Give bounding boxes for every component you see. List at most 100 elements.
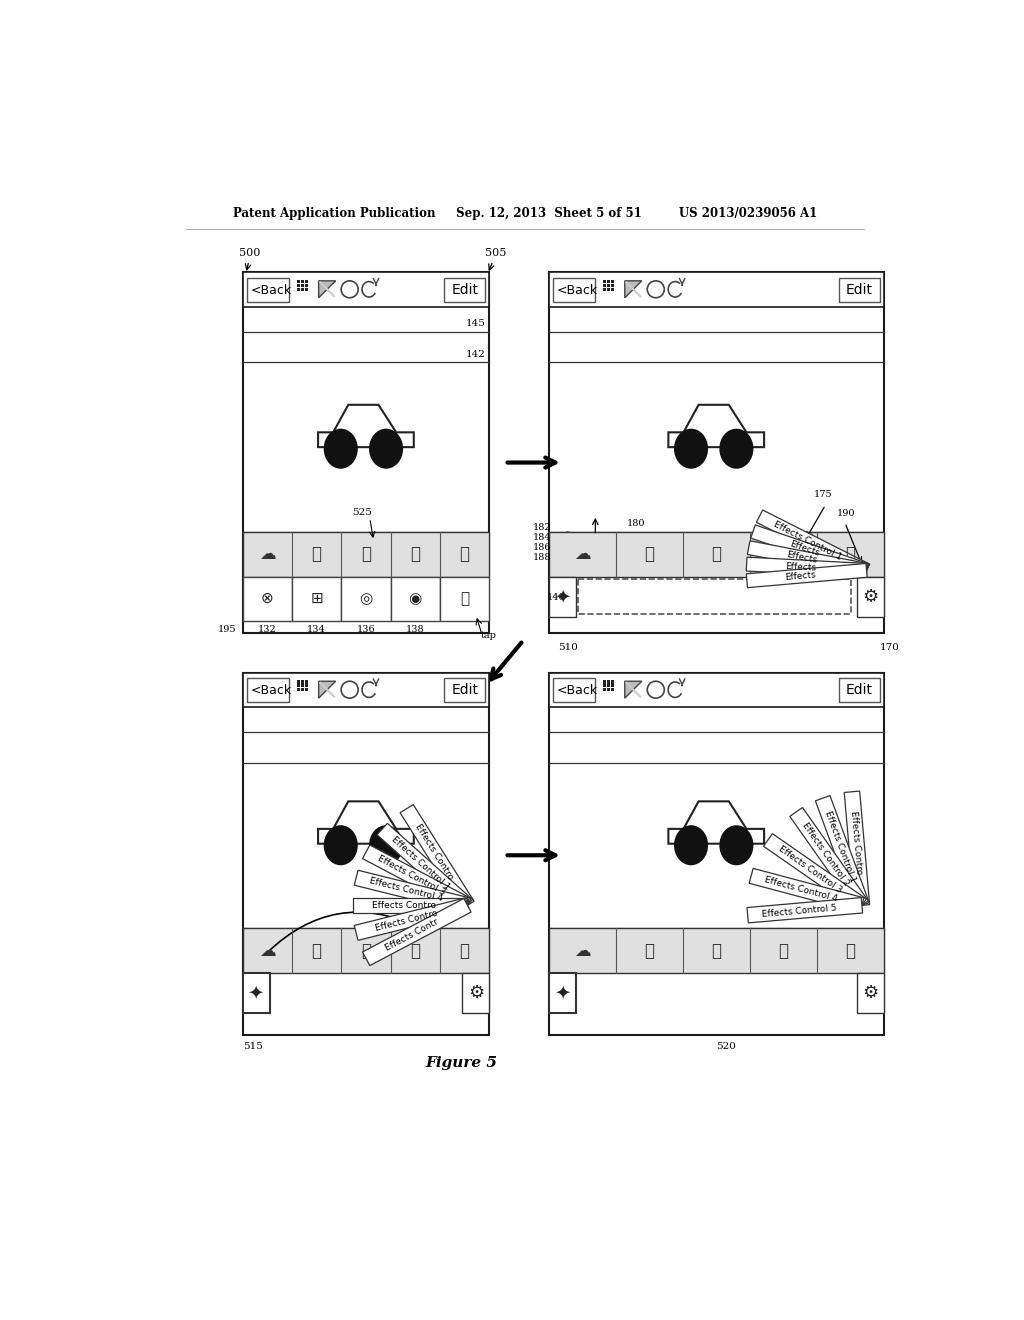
Bar	[243, 973, 270, 1014]
Polygon shape	[790, 808, 868, 909]
Polygon shape	[751, 525, 868, 577]
Polygon shape	[750, 869, 864, 912]
Text: 140: 140	[547, 593, 566, 602]
Ellipse shape	[719, 825, 754, 866]
Bar	[611, 280, 614, 284]
Text: Effects: Effects	[785, 550, 818, 565]
Text: 132: 132	[258, 624, 276, 634]
Bar	[444, 678, 485, 702]
Bar	[292, 577, 341, 622]
Text: Effects Control 4: Effects Control 4	[369, 876, 443, 904]
Text: 🚗: 🚗	[460, 545, 470, 564]
Bar	[297, 684, 300, 688]
Bar	[603, 681, 606, 684]
Bar	[607, 684, 610, 688]
Bar	[607, 681, 610, 684]
Text: 515: 515	[243, 1041, 262, 1051]
Polygon shape	[362, 845, 471, 912]
Text: ✦: ✦	[554, 587, 570, 606]
Polygon shape	[815, 796, 869, 908]
Text: 🚶: 🚶	[360, 941, 371, 960]
Text: Effects: Effects	[785, 570, 816, 582]
Text: 190: 190	[838, 510, 856, 519]
Text: ☁: ☁	[259, 941, 275, 960]
Bar	[301, 684, 304, 688]
Bar	[243, 532, 489, 577]
Bar	[341, 577, 390, 622]
Text: 184: 184	[532, 532, 551, 541]
Text: Edit: Edit	[846, 684, 873, 697]
Circle shape	[341, 681, 358, 698]
Text: 🚗: 🚗	[460, 941, 470, 960]
Text: 🚗: 🚗	[845, 941, 855, 960]
Ellipse shape	[324, 825, 357, 866]
Bar	[856, 973, 884, 1014]
Text: 136: 136	[356, 624, 375, 634]
Polygon shape	[318, 281, 336, 298]
Bar	[611, 288, 614, 290]
Ellipse shape	[369, 429, 403, 469]
Ellipse shape	[719, 429, 754, 469]
Bar	[549, 272, 884, 308]
Text: ◉: ◉	[409, 591, 422, 606]
Text: Effects Control 3: Effects Control 3	[777, 843, 844, 895]
Ellipse shape	[324, 429, 357, 469]
Bar	[579, 578, 851, 614]
Text: 🚶: 🚶	[360, 545, 371, 564]
Text: ⚙: ⚙	[468, 985, 484, 1002]
Bar	[603, 280, 606, 284]
Text: Effects Contr: Effects Contr	[384, 917, 439, 953]
Text: Effects: Effects	[788, 540, 820, 558]
Text: 🌸: 🌸	[778, 941, 788, 960]
Text: 180: 180	[627, 519, 645, 528]
Polygon shape	[354, 870, 469, 912]
Text: Edit: Edit	[452, 684, 478, 697]
Bar	[301, 681, 304, 684]
Bar	[549, 577, 575, 616]
Circle shape	[341, 281, 358, 298]
Text: <Back: <Back	[251, 284, 292, 297]
Polygon shape	[625, 681, 642, 698]
Bar	[611, 684, 614, 688]
Polygon shape	[318, 801, 414, 843]
Bar	[243, 272, 489, 308]
Text: ◎: ◎	[359, 591, 373, 606]
Text: 520: 520	[716, 1041, 736, 1051]
Text: ☁: ☁	[574, 941, 591, 960]
Ellipse shape	[674, 429, 708, 469]
Bar	[243, 928, 489, 973]
Text: ☁: ☁	[574, 545, 591, 564]
Bar	[607, 280, 610, 284]
Text: 145: 145	[466, 319, 486, 327]
Polygon shape	[669, 405, 764, 447]
Bar	[243, 673, 489, 708]
Bar	[247, 277, 289, 302]
Bar	[549, 272, 884, 632]
Bar	[297, 280, 300, 284]
Bar	[305, 284, 308, 286]
Text: 500: 500	[239, 248, 260, 259]
Bar	[549, 973, 575, 1014]
Bar	[297, 681, 300, 684]
Bar	[607, 288, 610, 290]
Text: 505: 505	[485, 248, 507, 259]
Polygon shape	[669, 801, 764, 843]
Bar	[549, 928, 884, 973]
Polygon shape	[362, 899, 471, 966]
Polygon shape	[400, 805, 474, 909]
Bar	[301, 688, 304, 692]
Polygon shape	[318, 405, 414, 447]
Text: 510: 510	[558, 643, 578, 652]
Bar	[247, 678, 289, 702]
Text: Effects Control 4: Effects Control 4	[764, 875, 839, 903]
Bar	[301, 288, 304, 290]
Bar	[611, 681, 614, 684]
Text: ✦: ✦	[248, 983, 264, 1003]
Text: tap: tap	[480, 631, 497, 640]
Bar	[305, 688, 308, 692]
Bar	[243, 673, 489, 1035]
Text: 🌸: 🌸	[411, 545, 420, 564]
Bar	[243, 272, 489, 632]
Polygon shape	[844, 791, 869, 906]
Bar	[301, 280, 304, 284]
